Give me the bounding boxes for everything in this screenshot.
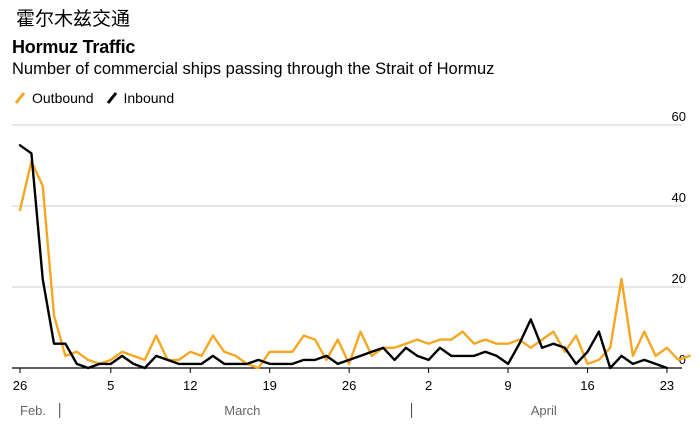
x-tick-label: 5 bbox=[107, 378, 114, 393]
legend: Outbound Inbound bbox=[14, 90, 186, 106]
x-tick-label: 16 bbox=[580, 378, 594, 393]
chinese-title: 霍尔木兹交通 bbox=[16, 8, 131, 30]
legend-item-outbound: Outbound bbox=[14, 90, 94, 106]
chart-subtitle: Number of commercial ships passing throu… bbox=[12, 60, 495, 78]
y-tick-label: 60 bbox=[672, 109, 686, 124]
x-tick-label: 19 bbox=[262, 378, 276, 393]
x-tick-label: 26 bbox=[342, 378, 356, 393]
series-line-inbound bbox=[18, 144, 669, 370]
month-label: Feb. bbox=[20, 403, 46, 418]
legend-label-inbound: Inbound bbox=[123, 90, 175, 106]
x-tick-label: 9 bbox=[504, 378, 511, 393]
chart-title: Hormuz Traffic bbox=[12, 37, 136, 57]
legend-item-inbound: Inbound bbox=[106, 90, 175, 106]
x-tick-label: 12 bbox=[183, 378, 197, 393]
inbound-swatch-icon bbox=[106, 92, 117, 104]
series-line-outbound bbox=[18, 160, 691, 370]
month-label: March bbox=[224, 403, 260, 418]
legend-label-outbound: Outbound bbox=[32, 90, 94, 106]
x-tick-label: 2 bbox=[425, 378, 432, 393]
x-tick-label: 23 bbox=[660, 378, 674, 393]
x-tick-label: 26 bbox=[13, 378, 27, 393]
y-tick-label: 20 bbox=[672, 271, 686, 286]
outbound-swatch-icon bbox=[14, 92, 26, 104]
month-label: April bbox=[531, 403, 557, 418]
y-tick-label: 40 bbox=[672, 190, 686, 205]
